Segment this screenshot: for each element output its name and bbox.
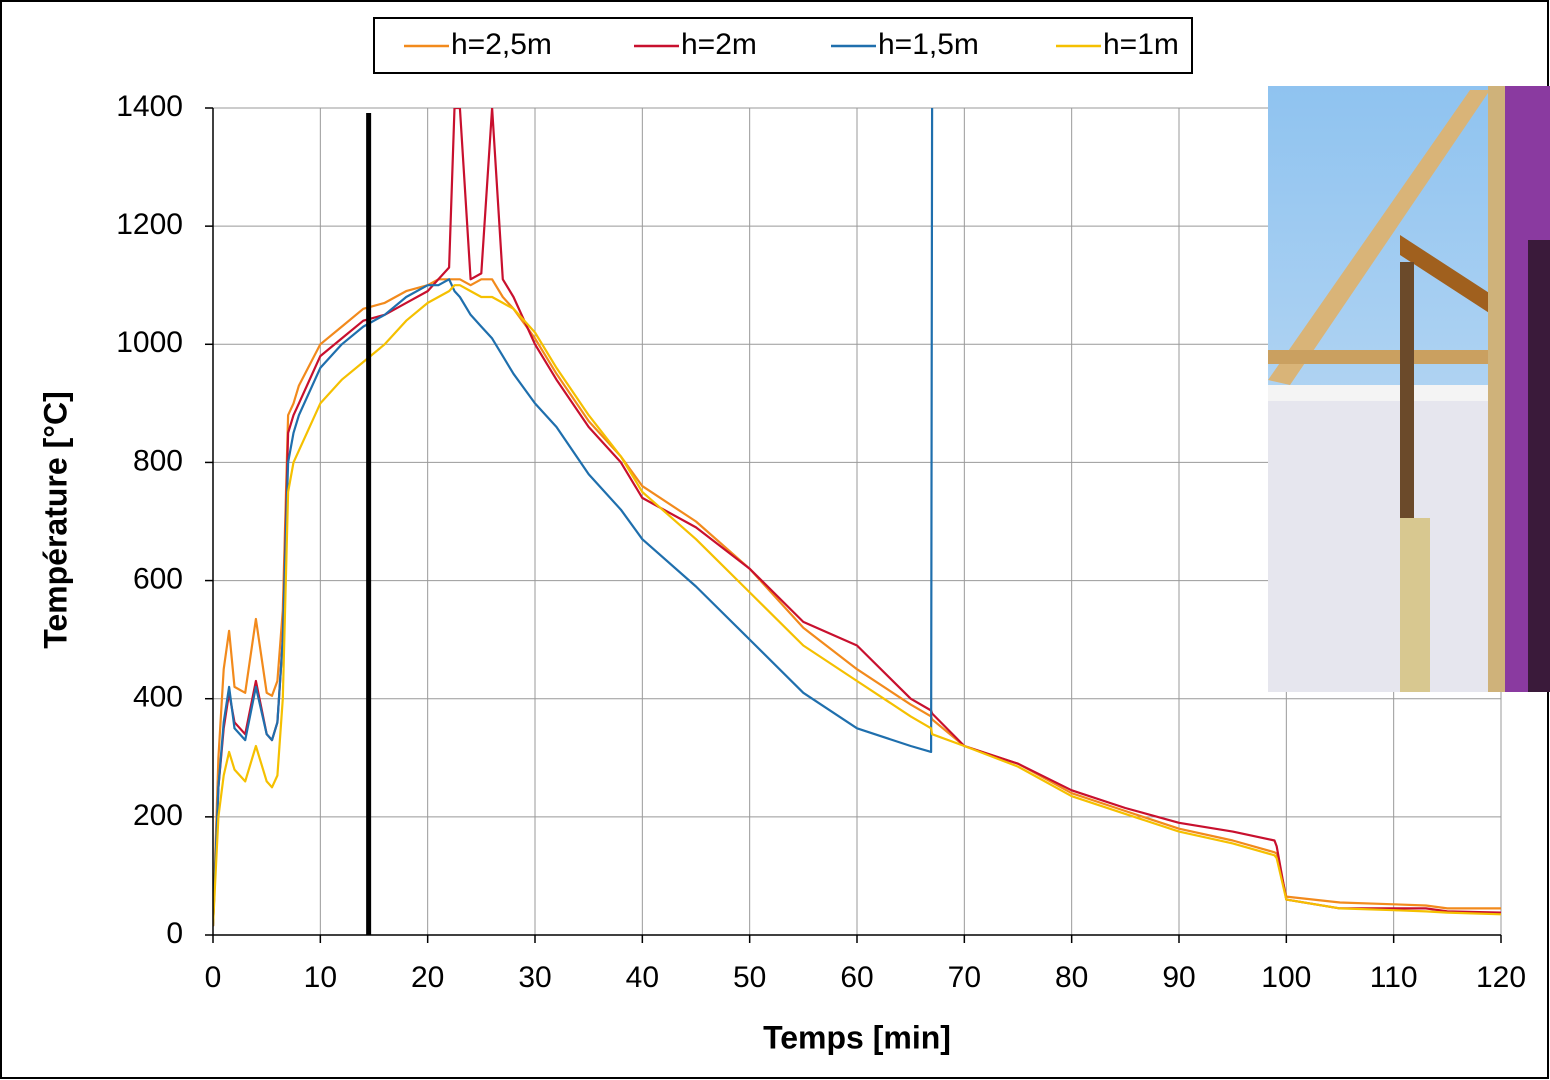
series-line — [213, 284, 1501, 927]
y-axis-label: Température [°C] — [37, 391, 73, 649]
x-tick-label: 50 — [733, 961, 766, 994]
x-tick-label: 40 — [626, 961, 659, 994]
series-line — [213, 278, 1501, 927]
x-tick-label: 0 — [205, 961, 222, 994]
x-tick-label: 20 — [411, 961, 444, 994]
x-tick-label: 70 — [948, 961, 981, 994]
legend-label: h=2,5m — [451, 28, 552, 61]
photo-inset — [1268, 86, 1550, 692]
legend-label: h=1,5m — [878, 28, 979, 61]
y-tick-label: 400 — [133, 681, 183, 714]
x-tick-label: 100 — [1261, 961, 1311, 994]
legend-label: h=1m — [1103, 28, 1179, 61]
series-line — [213, 108, 934, 927]
x-tick-label: 30 — [518, 961, 551, 994]
x-tick-label: 10 — [304, 961, 337, 994]
y-tick-label: 600 — [133, 562, 183, 595]
y-tick-label: 1000 — [116, 326, 183, 359]
x-tick-label: 110 — [1370, 961, 1418, 994]
legend-label: h=2m — [681, 28, 757, 61]
x-tick-label: 80 — [1055, 961, 1088, 994]
legend: h=2,5m h=2m h=1,5m h=1m — [404, 28, 1179, 61]
y-tick-label: 800 — [133, 444, 183, 477]
y-tick-label: 1400 — [116, 90, 183, 123]
x-tick-label: 60 — [840, 961, 873, 994]
plot — [213, 108, 1501, 927]
legend-box — [373, 17, 1193, 74]
y-tick-label: 200 — [133, 799, 183, 832]
x-tick-label: 90 — [1162, 961, 1195, 994]
y-tick-label: 1200 — [116, 208, 183, 241]
y-tick-label: 0 — [166, 917, 183, 950]
x-axis-label: Temps [min] — [763, 1019, 951, 1055]
x-tick-label: 120 — [1476, 961, 1526, 994]
